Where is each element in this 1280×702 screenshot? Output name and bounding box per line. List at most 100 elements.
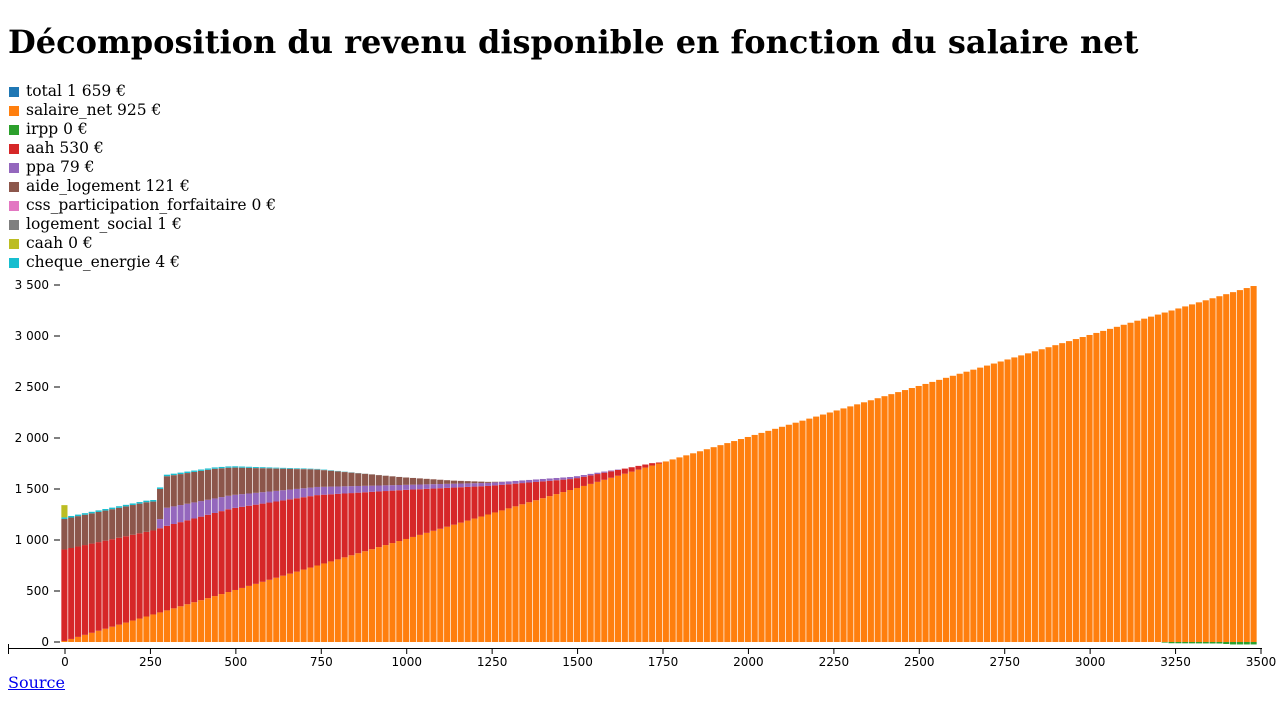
bar-aide_logement xyxy=(81,514,88,546)
bar-aah xyxy=(327,494,335,562)
legend-label: logement_social 1 € xyxy=(26,215,182,233)
bar-salaire_net xyxy=(75,636,82,642)
bar-aide_logement xyxy=(375,475,382,486)
bar-ppa xyxy=(457,483,464,488)
bar-ppa xyxy=(601,471,608,473)
bar-ppa xyxy=(368,485,376,492)
legend-label: caah 0 € xyxy=(26,234,93,252)
bar-salaire_net xyxy=(731,441,738,642)
bar-ppa xyxy=(437,484,444,489)
bar-salaire_net xyxy=(1072,339,1079,642)
bar-ppa xyxy=(423,484,430,489)
bar-aide_logement xyxy=(307,469,314,488)
bar-salaire_net xyxy=(1031,351,1038,642)
bar-ppa xyxy=(512,480,519,484)
bar-ppa xyxy=(546,478,553,481)
bar-aah xyxy=(553,480,560,495)
bar-irpp xyxy=(1202,642,1209,644)
bar-aah xyxy=(532,481,540,501)
bar-aah xyxy=(204,514,212,599)
x-tick-label: 0 xyxy=(61,655,69,669)
bar-irpp xyxy=(1168,642,1175,644)
legend-swatch xyxy=(9,162,19,173)
bar-ppa xyxy=(567,477,574,480)
bar-aah xyxy=(102,540,109,629)
bar-aah xyxy=(355,492,362,554)
bar-salaire_net xyxy=(929,381,936,642)
bar-salaire_net xyxy=(498,510,505,642)
bar-salaire_net xyxy=(1086,334,1093,642)
bar-salaire_net xyxy=(539,498,546,642)
bar-aide_logement xyxy=(491,481,499,483)
bar-salaire_net xyxy=(963,371,970,642)
bar-salaire_net xyxy=(1154,314,1161,642)
source-link[interactable]: Source xyxy=(8,673,65,692)
bar-ppa xyxy=(362,485,369,493)
legend-label: aide_logement 121 € xyxy=(26,177,190,195)
bar-aah xyxy=(170,523,177,609)
bar-salaire_net xyxy=(526,502,533,642)
bar-aah xyxy=(300,497,307,570)
bar-aah xyxy=(491,485,499,513)
bar-aide_logement xyxy=(478,481,485,484)
bar-salaire_net xyxy=(1243,288,1250,642)
bar-aide_logement xyxy=(239,467,246,495)
bar-salaire_net xyxy=(908,388,915,642)
bar-salaire_net xyxy=(1100,330,1107,642)
bar-salaire_net xyxy=(409,536,417,642)
x-tick-label: 2000 xyxy=(733,655,764,669)
bar-salaire_net xyxy=(1024,353,1032,642)
bar-cheque_energie xyxy=(88,511,95,514)
bar-salaire_net xyxy=(813,416,820,642)
bar-ppa xyxy=(170,506,177,524)
bar-salaire_net xyxy=(874,398,881,642)
bar-salaire_net xyxy=(403,538,410,642)
bar-salaire_net xyxy=(1189,304,1196,642)
legend-item-aah: aah 530 € xyxy=(9,139,276,158)
bar-aah xyxy=(293,498,300,572)
bar-salaire_net xyxy=(198,600,205,642)
bar-salaire_net xyxy=(1059,343,1066,642)
bar-aah xyxy=(567,479,574,491)
bar-cheque_energie xyxy=(211,467,218,469)
bar-aide_logement xyxy=(259,468,266,493)
bar-aah xyxy=(655,462,663,464)
bar-salaire_net xyxy=(594,481,601,642)
bar-salaire_net xyxy=(1209,298,1216,642)
bar-aah xyxy=(191,518,198,603)
bar-salaire_net xyxy=(218,594,225,642)
bar-aah xyxy=(409,489,417,537)
bar-aah xyxy=(81,545,88,635)
bar-aide_logement xyxy=(211,468,218,499)
legend-item-css_participation_forfaitaire: css_participation_forfaitaire 0 € xyxy=(9,196,276,215)
bar-cheque_energie xyxy=(252,466,259,468)
bar-ppa xyxy=(293,488,300,499)
bar-cheque_energie xyxy=(225,466,232,468)
bar-salaire_net xyxy=(437,528,444,642)
bar-aah xyxy=(75,546,82,637)
bar-salaire_net xyxy=(772,428,779,642)
bar-ppa xyxy=(403,484,410,490)
bar-ppa xyxy=(273,490,280,502)
bar-salaire_net xyxy=(327,561,335,642)
x-tick-label: 3250 xyxy=(1160,655,1191,669)
y-tick-label: 500 xyxy=(26,584,49,598)
bar-salaire_net xyxy=(266,579,273,642)
legend-label: css_participation_forfaitaire 0 € xyxy=(26,196,277,214)
bar-salaire_net xyxy=(321,563,328,642)
bar-ppa xyxy=(300,488,307,498)
bar-aah xyxy=(375,491,382,548)
bar-aide_logement xyxy=(423,478,430,485)
bar-aide_logement xyxy=(129,505,136,535)
bar-irpp xyxy=(1250,642,1257,645)
bar-aah xyxy=(457,487,464,523)
y-tick-label: 1 000 xyxy=(15,533,49,547)
bar-ppa xyxy=(252,492,259,505)
bar-salaire_net xyxy=(491,512,499,642)
bar-ppa xyxy=(211,498,218,513)
bar-ppa xyxy=(573,476,581,479)
bar-salaire_net xyxy=(676,457,683,642)
bar-ppa xyxy=(239,494,246,507)
bar-aah xyxy=(423,488,430,533)
bar-aah xyxy=(211,512,218,597)
